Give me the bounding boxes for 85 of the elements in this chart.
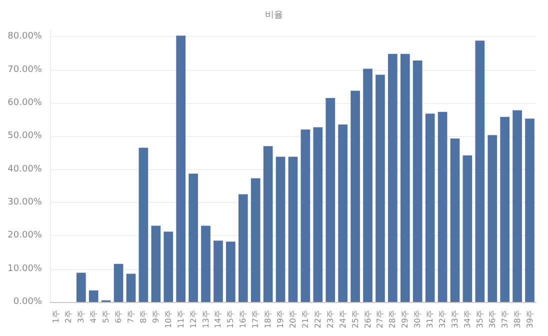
x-tick-label: 1주 <box>52 310 61 324</box>
x-tick-label: 33주 <box>450 310 460 328</box>
x-tick-label: 34주 <box>462 310 472 328</box>
x-tick-label: 22주 <box>313 310 322 328</box>
bar <box>450 138 460 302</box>
bar <box>500 116 510 302</box>
x-tick-label: 3주 <box>76 310 86 324</box>
bar <box>425 114 435 302</box>
bar <box>151 226 161 302</box>
bar <box>363 68 372 302</box>
x-tick-label: 15주 <box>226 310 236 328</box>
bar <box>88 290 98 302</box>
x-tick-label: 30주 <box>413 310 422 328</box>
x-tick-label: 8주 <box>138 310 148 324</box>
bar <box>263 146 273 302</box>
x-tick-label: 23주 <box>326 310 335 328</box>
bar <box>276 156 286 302</box>
y-tick-label: 10.00% <box>8 264 42 274</box>
x-tick-label: 21주 <box>300 310 310 328</box>
bar <box>438 112 448 302</box>
x-tick-label: 28주 <box>388 310 398 328</box>
bar <box>288 156 298 302</box>
bar <box>214 240 223 302</box>
x-tick-label: 12주 <box>188 310 198 328</box>
x-tick-label: 2주 <box>64 310 74 324</box>
x-tick-label: 32주 <box>438 310 448 328</box>
bar <box>76 272 86 302</box>
bar <box>313 127 323 302</box>
bar <box>164 232 174 302</box>
bar <box>388 54 398 302</box>
y-tick-label: 20.00% <box>8 230 42 241</box>
x-tick-label: 29주 <box>400 310 410 328</box>
x-tick-label: 26주 <box>363 310 372 328</box>
chart-title: 비율 <box>265 10 283 20</box>
bar <box>488 135 498 302</box>
bar <box>326 98 336 302</box>
x-tick-label: 38주 <box>512 310 522 328</box>
x-tick-label: 5주 <box>102 310 111 324</box>
x-tick-label: 27주 <box>376 310 385 328</box>
bar <box>226 242 236 302</box>
x-tick-label: 11주 <box>176 310 186 328</box>
x-tick-label: 19주 <box>276 310 286 328</box>
x-tick-label: 4주 <box>89 310 98 324</box>
y-tick-label: 0.00% <box>13 297 42 307</box>
y-tick-label: 80.00% <box>8 32 42 42</box>
bar <box>400 54 410 302</box>
x-tick-label: 24주 <box>338 310 348 328</box>
bar <box>138 148 148 302</box>
bar <box>238 194 248 302</box>
x-tick-label: 16주 <box>238 310 248 328</box>
x-tick-label: 10주 <box>164 310 173 328</box>
x-tick-label: 14주 <box>214 310 223 328</box>
bar <box>512 110 522 302</box>
x-tick-label: 31주 <box>426 310 435 328</box>
y-tick-label: 30.00% <box>8 197 42 208</box>
y-tick-label: 70.00% <box>8 64 42 75</box>
bar <box>338 124 348 302</box>
bar <box>462 155 472 302</box>
bar <box>525 118 534 302</box>
bar <box>201 226 210 302</box>
bar <box>475 40 485 302</box>
x-tick-label: 18주 <box>264 310 273 328</box>
x-tick-label: 17주 <box>251 310 260 328</box>
bar <box>114 264 124 302</box>
x-tick-label: 25주 <box>350 310 360 328</box>
y-tick-label: 50.00% <box>8 131 42 142</box>
bar <box>300 130 310 302</box>
y-tick-label: 60.00% <box>8 98 42 108</box>
x-tick-label: 36주 <box>488 310 497 328</box>
x-tick-label: 37주 <box>500 310 510 328</box>
x-tick-label: 20주 <box>288 310 298 328</box>
bar <box>350 90 360 302</box>
x-tick-label: 39주 <box>525 310 534 328</box>
bar <box>250 178 260 302</box>
bar <box>126 274 136 302</box>
x-tick-label: 35주 <box>475 310 484 328</box>
x-tick-label: 9주 <box>151 310 160 324</box>
bar <box>376 74 385 302</box>
bar <box>188 174 198 302</box>
bar <box>412 60 422 302</box>
bar <box>176 36 186 302</box>
x-tick-label: 13주 <box>201 310 210 328</box>
x-tick-label: 6주 <box>114 310 124 324</box>
y-tick-label: 40.00% <box>8 164 42 174</box>
x-tick-label: 7주 <box>126 310 136 324</box>
